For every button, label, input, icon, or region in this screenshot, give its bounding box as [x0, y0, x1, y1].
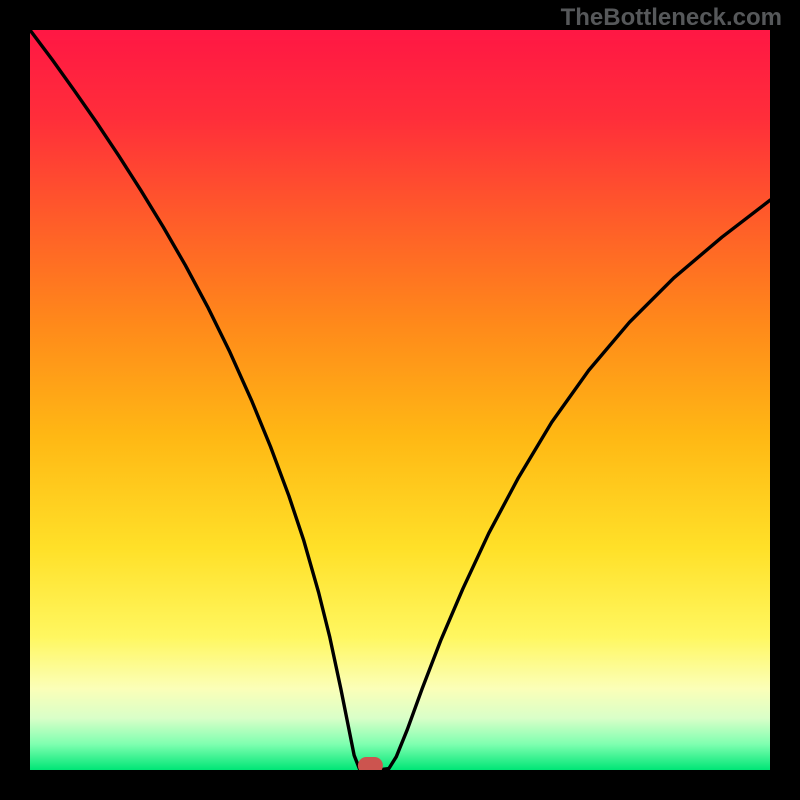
chart-frame: TheBottleneck.com — [0, 0, 800, 800]
watermark-text: TheBottleneck.com — [561, 4, 782, 32]
gradient-background — [30, 30, 770, 770]
min-marker — [358, 758, 382, 770]
chart-svg — [30, 30, 770, 770]
plot-area — [30, 30, 770, 770]
